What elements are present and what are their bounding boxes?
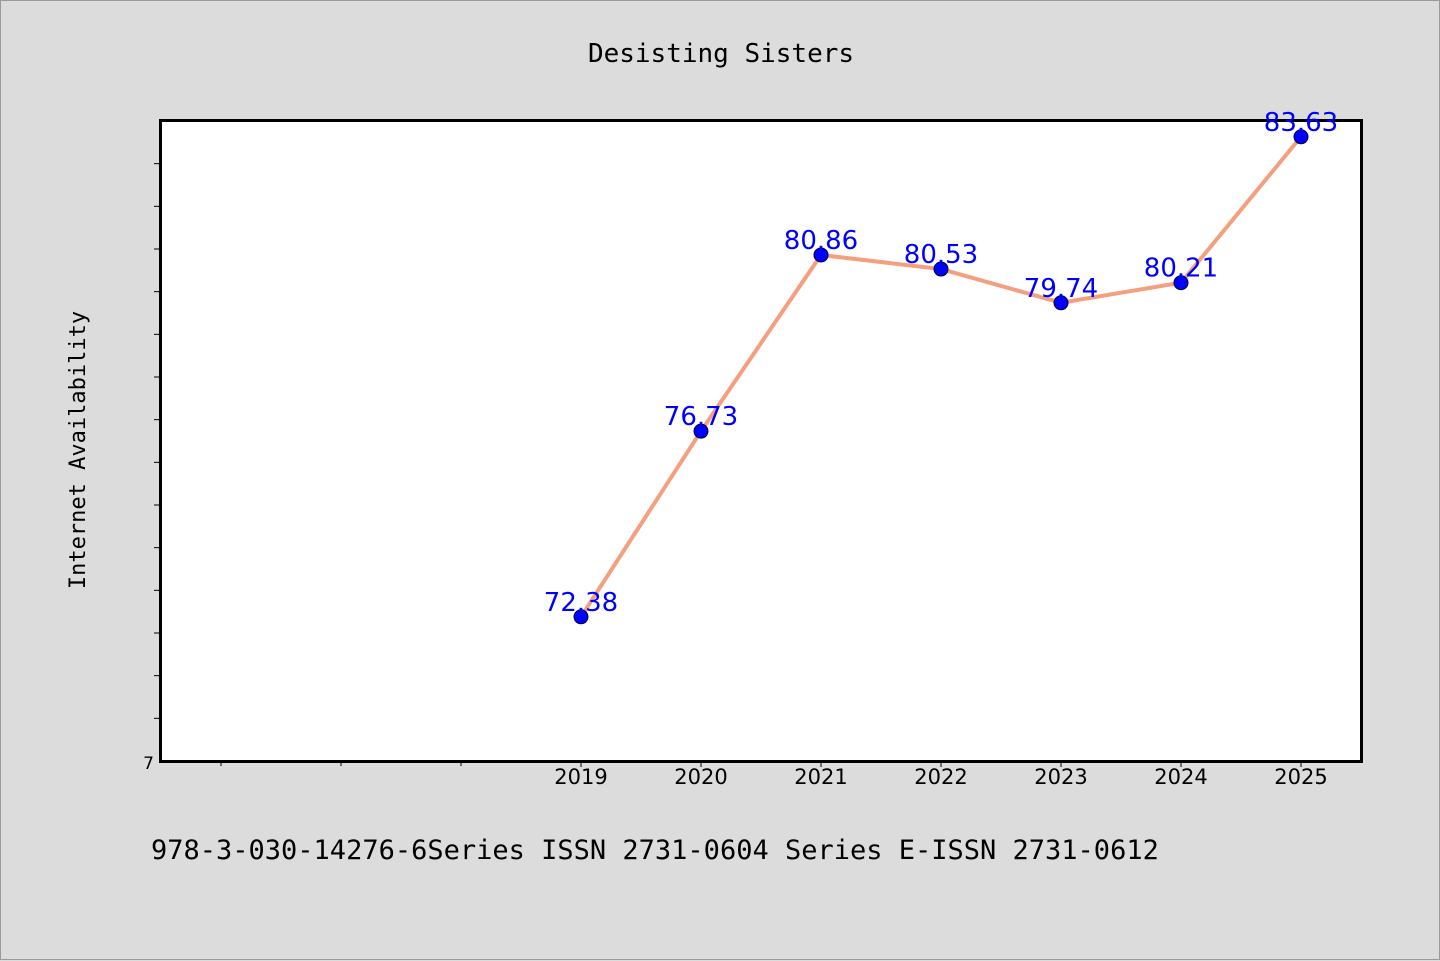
series-layer: 72.38 76.73 80.86 80.53 79.74 80.21 83.63	[544, 108, 1338, 625]
chart-title: Desisting Sisters	[588, 39, 854, 69]
data-point	[933, 261, 949, 277]
x-tick-label: 2024	[1154, 765, 1207, 789]
data-point	[813, 247, 829, 263]
y-axis-label: Internet Availability	[66, 311, 91, 589]
data-label: 79.74	[1024, 274, 1098, 304]
data-point	[693, 423, 709, 439]
x-tick-label: 2023	[1034, 765, 1087, 789]
x-tick-label: 2025	[1274, 765, 1327, 789]
data-point	[1293, 129, 1309, 145]
data-label: 76.73	[664, 402, 738, 432]
data-point	[1053, 295, 1069, 311]
isbn-footer: 978-3-030-14276-6Series ISSN 2731-0604 S…	[151, 835, 1159, 866]
data-label: 80.53	[904, 240, 978, 270]
data-label: 80.21	[1144, 254, 1218, 284]
x-tick-label: 2019	[554, 765, 607, 789]
y-tick-label: 7	[143, 754, 154, 774]
plot-area	[159, 119, 1363, 763]
x-axis-ticks: 2019 2020 2021 2022 2023 2024 2025	[220, 761, 1328, 789]
x-tick-label: 2021	[794, 765, 847, 789]
y-axis-ticks: 7	[143, 163, 161, 774]
data-point	[1173, 275, 1189, 291]
data-point	[573, 609, 589, 625]
x-tick-label: 2022	[914, 765, 967, 789]
data-label: 80.86	[784, 226, 858, 256]
data-label: 72.38	[544, 588, 618, 618]
x-tick-label: 2020	[674, 765, 727, 789]
data-label: 83.63	[1264, 108, 1338, 138]
